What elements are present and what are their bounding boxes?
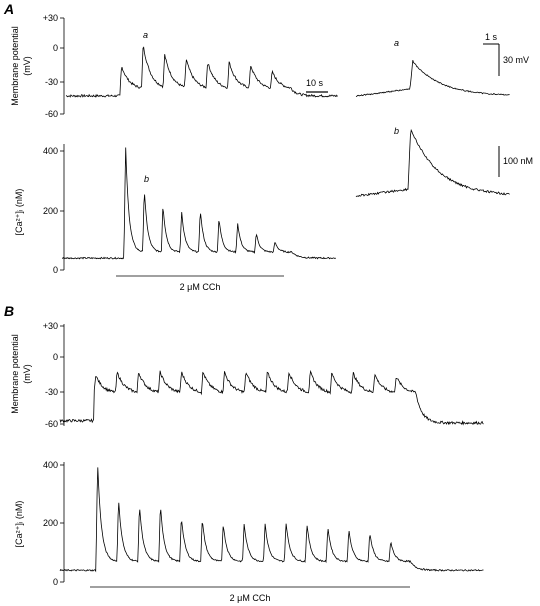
panel-b-ca-trace	[59, 467, 484, 573]
b-vm-tick-0: 0	[53, 352, 58, 362]
panel-a-vm-trace	[65, 46, 338, 98]
a-vm-tick-m60: -60	[45, 109, 58, 119]
a-drug-label: 2 μM CCh	[180, 282, 221, 292]
b-vm-axis-title-line2: (mV)	[22, 364, 32, 384]
panel-b-vm-trace	[59, 369, 484, 426]
panel-letter-a: A	[3, 1, 14, 17]
inset-b-trace	[355, 128, 510, 198]
panel-letter-b: B	[4, 303, 14, 319]
panel-a-vm-axis: +30 0 -30 -60 Membrane potential (mV)	[10, 13, 65, 119]
a-ca-tick-200: 200	[43, 206, 58, 216]
inset-ca-scale: 100 nM	[503, 156, 533, 166]
b-vm-tick-m60: -60	[45, 419, 58, 429]
b-drug-label: 2 μM CCh	[230, 593, 271, 603]
b-vm-tick-m30: -30	[45, 387, 58, 397]
panel-a-ca-trace	[62, 147, 336, 260]
a-vm-annotation: a	[143, 30, 148, 40]
b-vm-axis-title-line1: Membrane potential	[10, 334, 20, 414]
a-vm-axis-title-line2: (mV)	[22, 56, 32, 76]
a-drug-bar: 2 μM CCh	[116, 275, 284, 292]
panel-b-vm-axis: +30 0 -30 -60 Membrane potential (mV)	[10, 321, 65, 429]
a-vm-tick-0: 0	[53, 43, 58, 53]
b-ca-tick-200: 200	[43, 518, 58, 528]
a-vm-tick-m30: -30	[45, 77, 58, 87]
a-ca-tick-0: 0	[53, 265, 58, 275]
a-time-scale-bar: 10 s	[306, 78, 328, 93]
a-ca-annotation: b	[144, 174, 149, 184]
b-vm-tick-30: +30	[43, 321, 58, 331]
inset-scale-bars: 1 s 30 mV 100 nM	[483, 32, 533, 177]
a-vm-tick-30: +30	[43, 13, 58, 23]
a-ca-axis-title: [Ca²⁺]ᵢ (nM)	[14, 189, 24, 236]
inset-a-trace	[355, 59, 510, 97]
panel-b-ca-axis: 400 200 0 [Ca²⁺]ᵢ (nM)	[14, 460, 65, 587]
b-ca-axis-title: [Ca²⁺]ᵢ (nM)	[14, 501, 24, 548]
a-ca-tick-400: 400	[43, 146, 58, 156]
a-vm-axis-title-line1: Membrane potential	[10, 26, 20, 106]
panel-a-ca-axis: 400 200 0 [Ca²⁺]ᵢ (nM)	[14, 144, 65, 275]
b-drug-bar: 2 μM CCh	[90, 586, 410, 603]
inset-time-scale: 1 s	[485, 32, 498, 42]
inset-vm-scale: 30 mV	[503, 55, 529, 65]
inset-a-label: a	[394, 38, 399, 48]
b-ca-tick-0: 0	[53, 577, 58, 587]
b-ca-tick-400: 400	[43, 460, 58, 470]
inset-b-label: b	[394, 126, 399, 136]
a-time-scale-label: 10 s	[306, 78, 324, 88]
